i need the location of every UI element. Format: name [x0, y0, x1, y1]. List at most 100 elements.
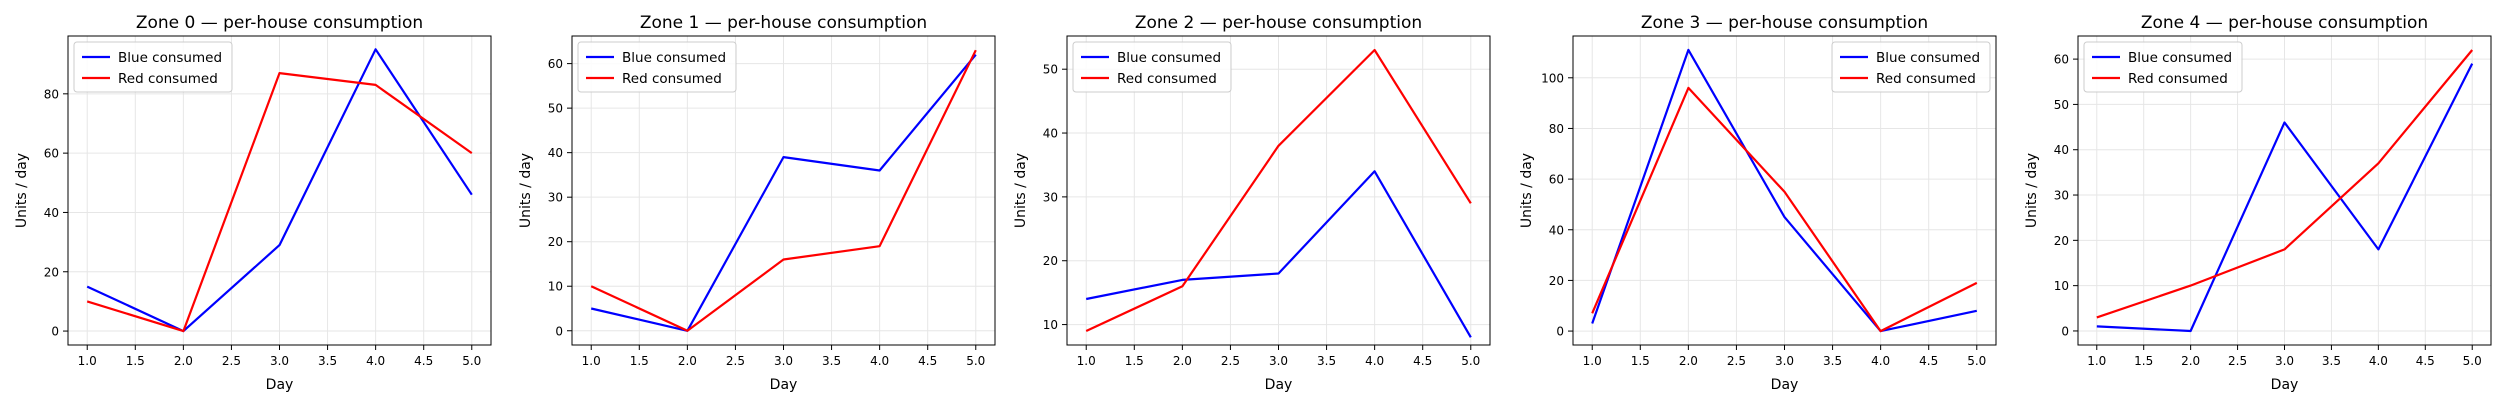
y-tick-label: 60 — [548, 57, 563, 71]
y-tick-label: 0 — [555, 324, 563, 338]
x-tick-label: 1.0 — [2087, 354, 2106, 368]
y-tick-label: 40 — [1549, 223, 1564, 237]
chart-title: Zone 3 — per-house consumption — [1641, 13, 1928, 33]
series-line-blue — [2096, 63, 2474, 333]
x-tick-label: 4.5 — [1413, 354, 1432, 368]
y-tick-label: 20 — [2054, 234, 2069, 248]
y-tick-label: 30 — [2054, 189, 2069, 203]
y-tick-label: 10 — [2054, 279, 2069, 293]
series-line-red — [2096, 49, 2474, 319]
y-axis-label: Units / day — [1013, 153, 1029, 228]
legend-label: Blue consumed — [2128, 50, 2232, 66]
series-line-red — [86, 71, 473, 333]
y-tick-label: 40 — [2054, 143, 2069, 157]
x-tick-label: 4.5 — [1919, 354, 1938, 368]
x-tick-label: 4.0 — [2369, 354, 2388, 368]
legend-label: Red consumed — [118, 71, 218, 87]
x-axis-label: Day — [770, 377, 798, 393]
x-tick-label: 1.0 — [78, 354, 97, 368]
x-axis-label: Day — [1265, 377, 1293, 393]
x-tick-label: 4.0 — [1871, 354, 1890, 368]
series-line-blue — [1591, 48, 1978, 333]
legend-label: Blue consumed — [1117, 50, 1221, 66]
legend-box — [577, 41, 737, 93]
x-tick-label: 3.0 — [270, 354, 289, 368]
legend: Blue consumed Red consumed — [73, 41, 233, 93]
x-tick-label: 3.5 — [1823, 354, 1842, 368]
y-tick-label: 40 — [1043, 127, 1058, 141]
x-tick-label: 2.0 — [174, 354, 193, 368]
x-tick-label: 4.5 — [2416, 354, 2435, 368]
y-axis-label: Units / day — [518, 153, 534, 228]
legend-label: Red consumed — [1117, 71, 1217, 87]
y-tick-label: 60 — [2054, 53, 2069, 67]
x-tick-label: 3.0 — [774, 354, 793, 368]
chart-title: Zone 2 — per-house consumption — [1135, 13, 1422, 33]
y-tick-label: 0 — [2061, 324, 2069, 338]
y-tick-label: 50 — [548, 102, 563, 116]
chart-title: Zone 1 — per-house consumption — [640, 13, 927, 33]
x-tick-label: 1.0 — [582, 354, 601, 368]
x-tick-label: 3.0 — [1775, 354, 1794, 368]
x-tick-label: 4.5 — [918, 354, 937, 368]
x-tick-label: 4.0 — [870, 354, 889, 368]
x-tick-label: 2.0 — [1679, 354, 1698, 368]
chart-panel-zone-1: 1.0 1.5 2.0 2.5 3.0 3.5 4.0 4.5 5.0 0 10 20 30 40 50 60… — [518, 13, 996, 393]
chart-panel-zone-3: 1.0 1.5 2.0 2.5 3.0 3.5 4.0 4.5 5.0 0 20 40 60 80 100 Z… — [1519, 13, 1997, 393]
x-tick-label: 1.5 — [630, 354, 649, 368]
x-tick-label: 2.0 — [678, 354, 697, 368]
chart-title: Zone 0 — per-house consumption — [136, 13, 423, 33]
x-tick-label: 5.0 — [1967, 354, 1986, 368]
legend-label: Red consumed — [2128, 71, 2228, 87]
y-tick-label: 60 — [1549, 173, 1564, 187]
legend-label: Blue consumed — [118, 50, 222, 66]
legend-label: Red consumed — [1876, 71, 1976, 87]
y-tick-label: 60 — [44, 147, 59, 161]
x-tick-label: 3.5 — [1317, 354, 1336, 368]
x-axis-label: Day — [2271, 377, 2299, 393]
y-axis-label: Units / day — [1519, 153, 1535, 228]
x-tick-label: 3.0 — [2275, 354, 2294, 368]
x-tick-label: 5.0 — [2463, 354, 2482, 368]
y-tick-label: 20 — [1549, 274, 1564, 288]
x-tick-label: 4.5 — [414, 354, 433, 368]
y-tick-label: 10 — [548, 280, 563, 294]
legend-box — [73, 41, 233, 93]
y-tick-label: 50 — [2054, 98, 2069, 112]
y-axis-label: Units / day — [2024, 153, 2040, 228]
y-tick-label: 20 — [44, 265, 59, 279]
x-tick-label: 1.5 — [1631, 354, 1650, 368]
legend-box — [1072, 41, 1232, 93]
y-tick-label: 40 — [548, 146, 563, 160]
chart-panel-zone-2: 1.0 1.5 2.0 2.5 3.0 3.5 4.0 4.5 5.0 10 20 30 40 50 Zon… — [1013, 13, 1491, 393]
chart-panel-zone-4: 1.0 1.5 2.0 2.5 3.0 3.5 4.0 4.5 5.0 0 10 20 30 40 50 60… — [2024, 13, 2492, 393]
x-tick-label: 5.0 — [1461, 354, 1480, 368]
y-tick-label: 40 — [44, 206, 59, 220]
legend-label: Blue consumed — [622, 50, 726, 66]
legend: Blue consumed Red consumed — [1072, 41, 1232, 93]
x-axis-label: Day — [1771, 377, 1799, 393]
legend: Blue consumed Red consumed — [2083, 41, 2243, 93]
y-tick-label: 80 — [1549, 122, 1564, 136]
series-line-red — [590, 49, 977, 332]
y-tick-label: 0 — [51, 325, 59, 339]
y-tick-label: 20 — [548, 235, 563, 249]
x-tick-label: 3.5 — [318, 354, 337, 368]
x-tick-label: 4.0 — [366, 354, 385, 368]
legend-box — [2083, 41, 2243, 93]
chart-title: Zone 4 — per-house consumption — [2141, 13, 2428, 33]
legend-label: Blue consumed — [1876, 50, 1980, 66]
legend: Blue consumed Red consumed — [577, 41, 737, 93]
x-tick-label: 3.5 — [2322, 354, 2341, 368]
x-tick-label: 1.5 — [2134, 354, 2153, 368]
x-tick-label: 2.0 — [2181, 354, 2200, 368]
y-tick-label: 50 — [1043, 63, 1058, 77]
x-tick-label: 1.5 — [126, 354, 145, 368]
y-tick-label: 10 — [1043, 318, 1058, 332]
x-tick-label: 1.0 — [1077, 354, 1096, 368]
x-tick-label: 2.5 — [222, 354, 241, 368]
series-line-blue — [590, 53, 977, 332]
legend-label: Red consumed — [622, 71, 722, 87]
